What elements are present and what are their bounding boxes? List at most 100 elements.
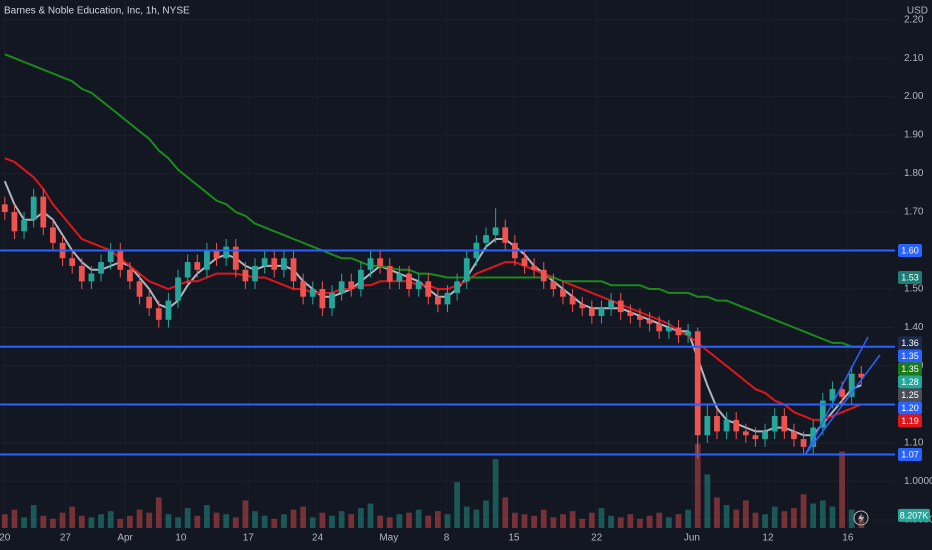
x-tick-label: Jun: [684, 533, 700, 544]
volume-bar: [396, 514, 403, 528]
volume-bar: [271, 518, 278, 528]
candle-body: [531, 265, 537, 270]
volume-bar: [531, 515, 537, 528]
volume-bar: [21, 517, 27, 528]
candle-body: [848, 373, 855, 397]
y-tick-label: 1.50: [904, 284, 924, 295]
volume-bar: [338, 511, 345, 528]
candle-body: [136, 281, 143, 297]
candle-body: [406, 273, 412, 290]
price-tag-label: 1.25: [901, 390, 919, 400]
volume-bar: [444, 514, 451, 528]
candle-body: [454, 281, 461, 293]
volume-bar: [406, 512, 412, 528]
x-tick-label: Apr: [117, 533, 133, 544]
volume-bar: [733, 509, 740, 528]
price-tag: [898, 336, 922, 350]
moving-average: [3, 180, 862, 437]
x-tick-label: 22: [591, 533, 603, 544]
price-tag-label: 1.53: [901, 272, 919, 282]
candle-body: [560, 289, 566, 297]
volume-bar: [627, 514, 634, 528]
volume-bar: [300, 506, 307, 528]
volume-bar: [319, 512, 326, 528]
volume-bar: [800, 494, 807, 528]
volume-bar: [69, 506, 76, 528]
candle-body: [550, 281, 557, 290]
candle-body: [40, 196, 47, 228]
volume-bar: [791, 508, 797, 528]
volume-bar: [434, 511, 441, 528]
candle-body: [338, 281, 345, 293]
x-tick-label: 8: [444, 533, 450, 544]
volume-bar: [78, 515, 85, 528]
volume-tag-label: 8.207K: [900, 510, 929, 520]
volume-bar: [579, 518, 586, 528]
y-tick-label: 1.70: [904, 207, 924, 218]
candle-body: [810, 427, 817, 447]
x-tick-label: 24: [312, 533, 324, 544]
price-tag: [898, 244, 922, 258]
price-tag: [898, 401, 922, 415]
volume-bar: [117, 518, 124, 528]
candle-body: [463, 258, 470, 282]
volume-bar: [1, 514, 8, 528]
volume-bar: [358, 508, 364, 528]
volume-bar: [646, 515, 653, 528]
volume-bar: [463, 506, 470, 528]
volume-bar: [723, 505, 730, 528]
volume-bar: [521, 514, 528, 528]
candle-body: [242, 269, 249, 282]
candle-body: [232, 246, 239, 270]
x-tick-label: 16: [842, 533, 854, 544]
candle-body: [252, 265, 258, 282]
volume-bar: [540, 509, 547, 528]
candle-body: [627, 312, 634, 316]
volume-bar: [127, 515, 133, 528]
volume-bar: [665, 517, 672, 528]
candle-body: [213, 250, 220, 259]
volume-bar: [290, 509, 297, 528]
volume-bar: [762, 514, 768, 528]
candle-body: [762, 431, 768, 440]
y-tick-label: 1.80: [904, 168, 924, 179]
volume-bar: [598, 508, 605, 528]
y-tick-label: 2.20: [904, 14, 924, 25]
candle-body: [194, 262, 201, 270]
volume-bar: [377, 515, 384, 528]
lightning-icon[interactable]: [853, 510, 869, 526]
volume-bar: [415, 509, 422, 528]
candle-body: [425, 281, 432, 297]
volume-bar: [752, 512, 759, 528]
candle-body: [88, 273, 95, 282]
candle-body: [646, 319, 653, 324]
candle-body: [502, 227, 509, 243]
chart-title: Barnes & Noble Education, Inc, 1h, NYSE: [4, 6, 190, 17]
volume-bar: [204, 505, 210, 528]
candle-body: [117, 250, 124, 270]
volume-bar: [492, 459, 499, 528]
price-tag-label: 1.20: [901, 403, 919, 413]
volume-bar: [781, 511, 788, 528]
candle-body: [685, 331, 691, 336]
volume-bar: [685, 509, 691, 528]
volume-bar: [617, 517, 624, 528]
candle-body: [21, 219, 27, 232]
candle-body: [829, 389, 836, 401]
candle-body: [329, 292, 335, 309]
price-tag: [898, 388, 922, 402]
candle-body: [223, 246, 230, 259]
candle-body: [348, 281, 355, 290]
candle-body: [30, 196, 37, 220]
y-tick-label: 1.10: [904, 438, 924, 449]
candle-body: [50, 227, 56, 243]
volume-bar: [309, 517, 316, 528]
volume-bar: [839, 451, 845, 528]
y-tick-label: 1.90: [904, 130, 924, 141]
candle-body: [1, 204, 8, 213]
volume-bar: [425, 515, 432, 528]
candle-body: [540, 269, 547, 282]
volume-bar: [329, 515, 335, 528]
candle-body: [444, 292, 451, 305]
volume-bar: [550, 517, 557, 528]
